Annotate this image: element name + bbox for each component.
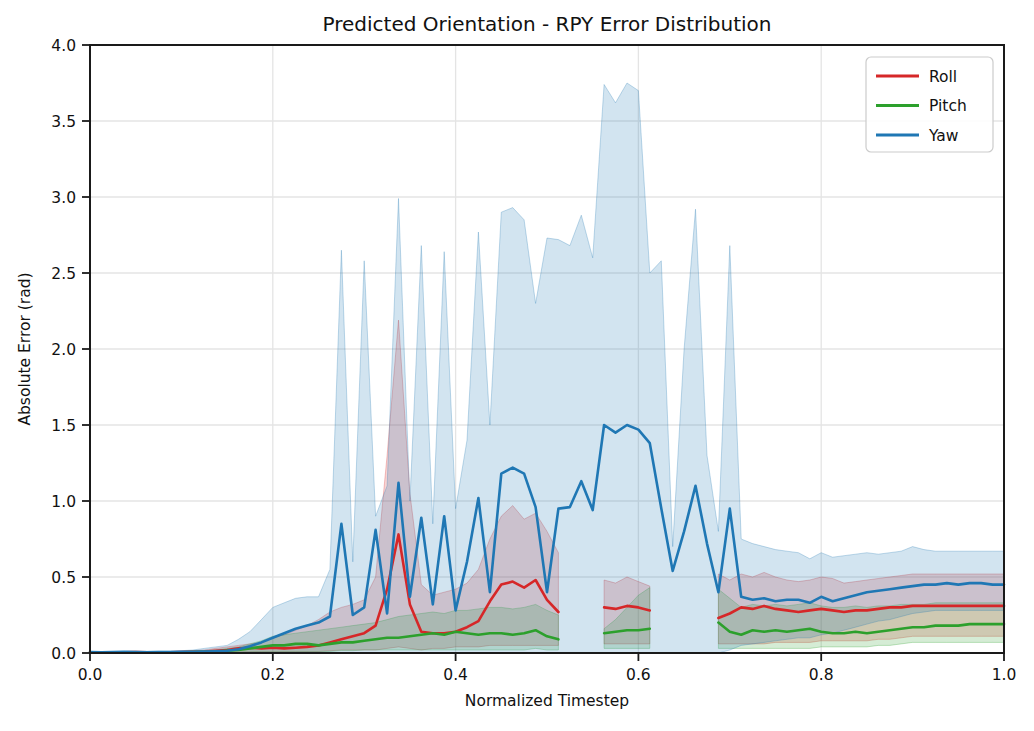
- x-axis-label: Normalized Timestep: [465, 692, 629, 710]
- chart-canvas: 0.0 0.2 0.4 0.6 0.8 1.0 0.0 0.5 1.0 1.5 2.0 2.5 3.0 3…: [0, 0, 1034, 731]
- chart-title: Predicted Orientation - RPY Error Distri…: [323, 12, 772, 36]
- legend-label-yaw: Yaw: [928, 127, 959, 145]
- y-tick-label-3.0: 3.0: [51, 189, 76, 207]
- figure: 0.0 0.2 0.4 0.6 0.8 1.0 0.0 0.5 1.0 1.5 2.0 2.5 3.0 3…: [0, 0, 1034, 731]
- x-tick-label-0.6: 0.6: [626, 666, 651, 684]
- y-tick-label-1.5: 1.5: [51, 417, 76, 435]
- x-tick-label-0.4: 0.4: [443, 666, 468, 684]
- y-tick-label-3.5: 3.5: [51, 113, 76, 131]
- x-tick-label-0.2: 0.2: [260, 666, 285, 684]
- legend-label-roll: Roll: [929, 68, 957, 86]
- band-yaw-0: [90, 83, 1004, 653]
- y-tick-label-1.0: 1.0: [51, 493, 76, 511]
- legend: Roll Pitch Yaw: [866, 57, 993, 152]
- y-axis-label: Absolute Error (rad): [16, 272, 34, 425]
- legend-label-pitch: Pitch: [929, 97, 967, 115]
- x-tick-label-0.8: 0.8: [809, 666, 834, 684]
- y-tick-label-2.5: 2.5: [51, 265, 76, 283]
- y-tick-label-4.0: 4.0: [51, 37, 76, 55]
- x-tick-label-0.0: 0.0: [78, 666, 103, 684]
- y-tick-label-0.5: 0.5: [51, 569, 76, 587]
- y-tick-label-2.0: 2.0: [51, 341, 76, 359]
- x-tick-label-1.0: 1.0: [992, 666, 1017, 684]
- band-layer: [90, 83, 1004, 653]
- y-tick-label-0.0: 0.0: [51, 645, 76, 663]
